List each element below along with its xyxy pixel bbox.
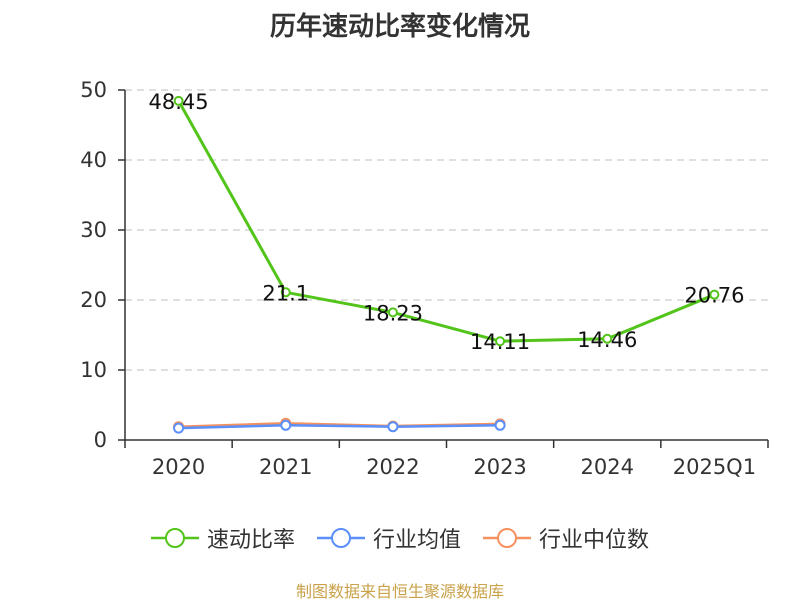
legend-label: 行业中位数 xyxy=(539,528,650,553)
x-tick-label: 2021 xyxy=(259,455,312,479)
series xyxy=(173,95,720,434)
y-tick-label: 10 xyxy=(80,358,107,382)
data-label: 18.23 xyxy=(363,301,423,325)
data-point xyxy=(602,333,613,344)
data-labels: 48.45 21.1 18.23 14.11 14.46 20.76 xyxy=(149,90,745,354)
legend-label: 速动比率 xyxy=(206,528,295,553)
legend-swatch-icon xyxy=(316,528,365,548)
data-point xyxy=(173,422,185,434)
x-tick-label: 2020 xyxy=(152,455,205,479)
series-line xyxy=(177,100,715,343)
axes: 0 10 20 30 40 50 2020 2021 2022 2023 2024 2025Q1 xyxy=(80,78,769,479)
data-point xyxy=(387,307,398,318)
legend: 速动比率 行业均值 行业中位数 xyxy=(0,518,800,558)
y-tick-label: 50 xyxy=(80,78,107,102)
y-tick-label: 30 xyxy=(80,218,107,242)
x-tick-label: 2023 xyxy=(473,455,526,479)
legend-label: 行业均值 xyxy=(372,528,461,553)
legend-item[interactable]: 速动比率 xyxy=(150,522,295,554)
data-point xyxy=(173,95,184,106)
data-point xyxy=(387,421,399,433)
chart-title: 历年速动比率变化情况 xyxy=(269,12,530,42)
x-tick-label: 2022 xyxy=(366,455,419,479)
y-tick-label: 40 xyxy=(80,148,107,172)
series-line xyxy=(178,424,501,430)
y-tick-label: 0 xyxy=(94,428,107,452)
legend-item[interactable]: 行业中位数 xyxy=(483,522,649,554)
data-label: 48.45 xyxy=(149,90,209,114)
data-point xyxy=(495,336,506,347)
legend-swatch-icon xyxy=(150,528,199,548)
series-0 xyxy=(173,95,720,347)
data-point xyxy=(280,287,291,298)
data-point xyxy=(280,419,292,431)
y-tick-label: 20 xyxy=(80,288,107,312)
source-note: 制图数据来自恒生聚源数据库 xyxy=(295,582,504,601)
data-point xyxy=(494,419,506,431)
legend-swatch-icon xyxy=(483,528,531,548)
data-label: 20.76 xyxy=(684,284,744,308)
data-point xyxy=(709,289,720,300)
data-label: 14.46 xyxy=(577,328,637,352)
data-label: 14.11 xyxy=(470,330,530,354)
x-tick-label: 2024 xyxy=(581,455,634,479)
series-1 xyxy=(173,419,506,434)
legend-item[interactable]: 行业均值 xyxy=(316,522,461,554)
data-label: 21.1 xyxy=(262,281,309,305)
x-tick-label: 2025Q1 xyxy=(673,455,756,479)
